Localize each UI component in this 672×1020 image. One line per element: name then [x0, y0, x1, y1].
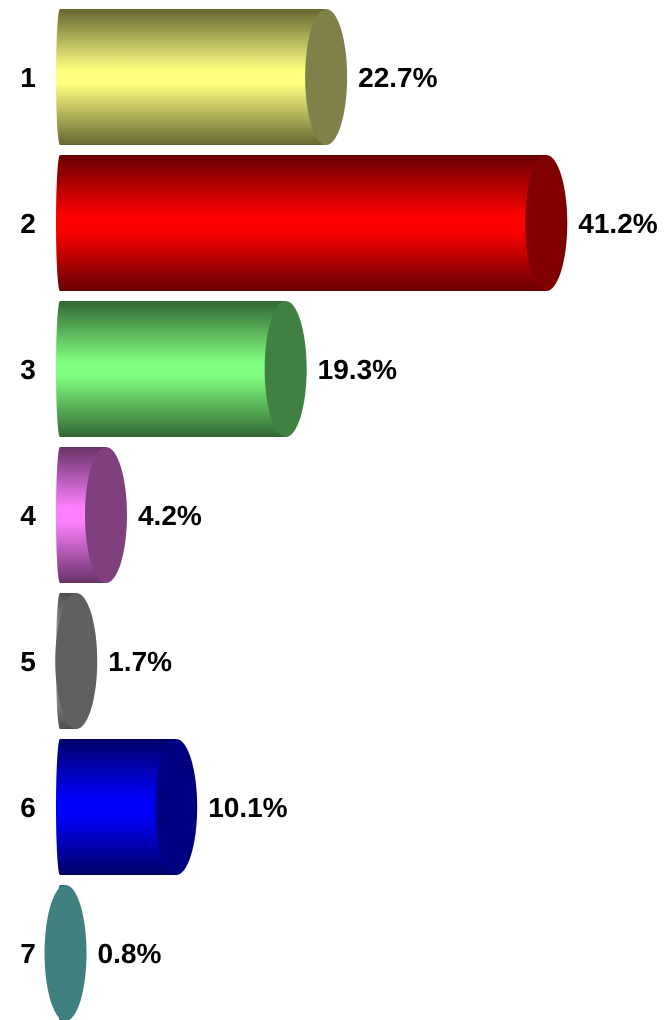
bar-1 — [56, 9, 348, 145]
category-label: 5 — [20, 646, 36, 677]
bar-body — [56, 301, 286, 437]
bar-5 — [55, 593, 98, 729]
data-label: 41.2% — [578, 208, 657, 239]
bar-end-cap — [305, 9, 348, 145]
bar-2 — [56, 155, 568, 291]
bars — [44, 9, 568, 1020]
bar-end-cap — [525, 155, 568, 291]
data-labels: 22.7% 41.2% 19.3% 4.2% 1.7% 10.1% 0.8% — [98, 62, 658, 969]
data-label: 4.2% — [138, 500, 202, 531]
category-label: 2 — [20, 208, 36, 239]
bar-4 — [56, 447, 127, 583]
category-label: 4 — [20, 500, 36, 531]
bar-3 — [56, 301, 307, 437]
category-label: 1 — [20, 62, 36, 93]
category-label: 7 — [20, 938, 36, 969]
bar-end-cap — [84, 447, 127, 583]
data-label: 22.7% — [358, 62, 437, 93]
category-label: 3 — [20, 354, 36, 385]
bar-end-cap — [155, 739, 198, 875]
bar-body — [56, 9, 327, 145]
bar-end-cap — [55, 593, 98, 729]
data-label: 1.7% — [108, 646, 172, 677]
bar-7 — [44, 885, 87, 1020]
bar-body — [56, 155, 547, 291]
data-label: 10.1% — [208, 792, 287, 823]
data-label: 0.8% — [98, 938, 162, 969]
bar-end-cap — [264, 301, 307, 437]
bar-end-cap — [44, 885, 87, 1020]
category-labels: 1 2 3 4 5 6 7 — [20, 62, 36, 969]
bar-6 — [56, 739, 198, 875]
data-label: 19.3% — [318, 354, 397, 385]
category-label: 6 — [20, 792, 36, 823]
bar-body — [56, 739, 177, 875]
